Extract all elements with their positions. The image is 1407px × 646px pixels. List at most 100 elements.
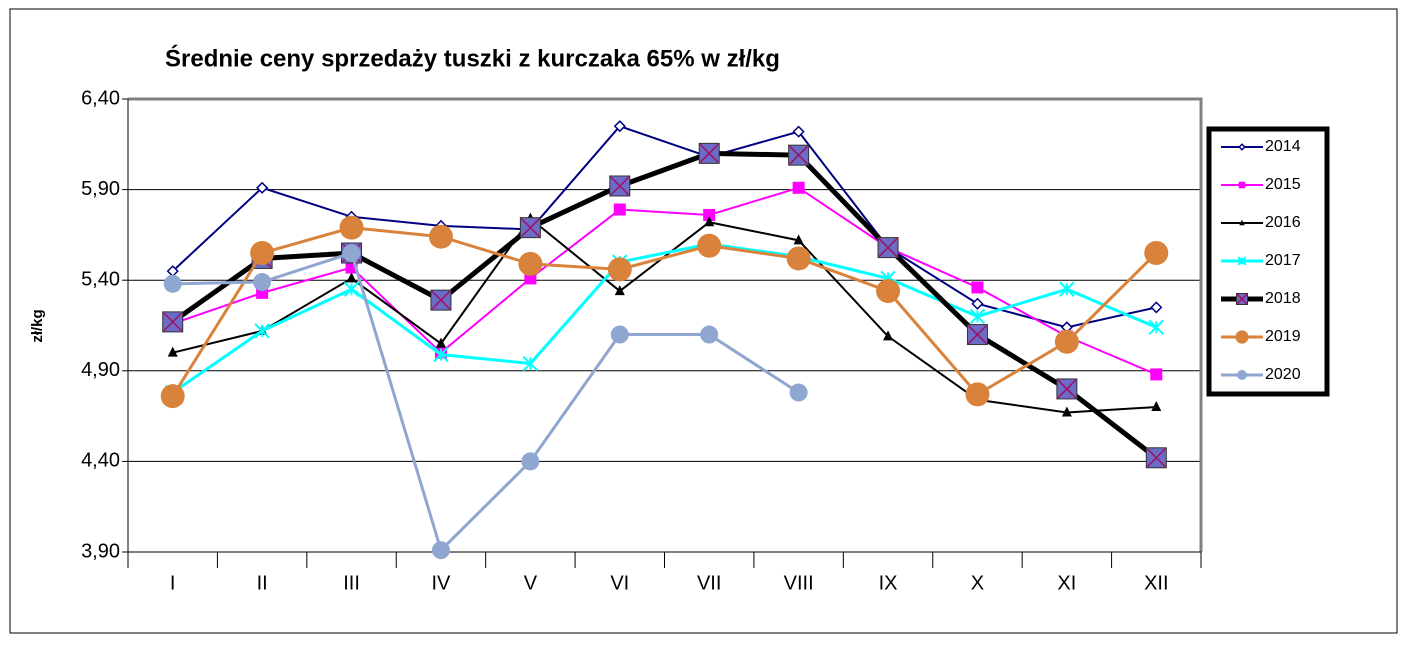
marker-cross [431, 290, 451, 310]
marker [1150, 301, 1163, 314]
marker [167, 346, 178, 357]
x-tick-label: V [524, 572, 538, 594]
marker [700, 325, 719, 344]
marker [428, 224, 453, 249]
marker [253, 273, 272, 292]
marker [607, 257, 632, 282]
series-line [171, 150, 1158, 460]
y-tick-label: 6,40 [81, 87, 120, 109]
marker [971, 281, 984, 294]
marker [697, 233, 722, 258]
marker [435, 337, 446, 348]
marker [792, 125, 805, 138]
marker [792, 181, 805, 194]
marker [254, 323, 270, 339]
marker [522, 355, 539, 372]
marker [883, 330, 894, 341]
series-line [172, 125, 1157, 329]
marker-cross [699, 143, 719, 163]
marker [433, 346, 449, 363]
plot-border [128, 97, 1203, 552]
chart-title: Średnie ceny sprzedaży tuszki z kurczaka… [165, 44, 780, 72]
marker [256, 181, 269, 194]
marker [250, 241, 275, 266]
marker [613, 203, 626, 216]
marker [430, 289, 452, 311]
marker [1145, 447, 1167, 469]
marker [163, 274, 182, 293]
marker [339, 215, 364, 240]
marker [786, 246, 811, 271]
marker [521, 452, 540, 471]
y-tick-label: 4,90 [81, 359, 120, 381]
marker [971, 297, 984, 310]
chart-frame [9, 8, 1398, 634]
marker [609, 175, 631, 197]
x-tick-label: IX [879, 572, 898, 594]
marker-cross [789, 145, 809, 165]
marker [1144, 241, 1169, 266]
marker-cross [1236, 293, 1248, 305]
marker [1237, 370, 1247, 380]
marker [876, 279, 901, 304]
marker [519, 217, 541, 239]
marker [1239, 219, 1245, 226]
legend-label: 2017 [1265, 252, 1301, 269]
marker [613, 120, 626, 133]
x-tick-label: XI [1057, 572, 1076, 594]
legend-label: 2014 [1265, 138, 1301, 155]
legend-label: 2016 [1265, 214, 1301, 231]
y-tick-label: 5,40 [81, 268, 120, 290]
series-line [172, 186, 1157, 376]
x-tick-label: VI [610, 572, 629, 594]
marker [1150, 368, 1163, 381]
series-line [172, 251, 800, 554]
marker [788, 144, 810, 166]
marker [966, 324, 988, 346]
marker [518, 251, 543, 276]
x-tick-label: IV [432, 572, 452, 594]
marker [703, 208, 716, 221]
x-tick-label: X [971, 572, 984, 594]
x-tick-label: I [170, 572, 176, 594]
marker-cross [967, 325, 987, 345]
marker [610, 325, 629, 344]
marker [1238, 181, 1246, 189]
marker [1054, 329, 1079, 354]
marker [162, 311, 184, 333]
marker [793, 234, 804, 245]
series-line [171, 226, 1158, 397]
series-line [171, 242, 1157, 394]
marker [1148, 319, 1164, 336]
marker-cross [163, 312, 183, 332]
marker [1056, 378, 1078, 400]
marker [1238, 143, 1246, 151]
y-tick-label: 5,90 [81, 178, 120, 200]
y-axis-label: zł/kg [29, 309, 46, 342]
marker [614, 285, 625, 296]
marker [704, 216, 715, 227]
x-tick-label: III [343, 572, 360, 594]
marker [346, 272, 357, 283]
marker [342, 244, 361, 263]
marker [965, 382, 990, 407]
marker [969, 308, 986, 325]
legend-label: 2020 [1265, 366, 1301, 383]
legend-label: 2015 [1265, 176, 1301, 193]
marker [789, 383, 808, 402]
marker-cross [878, 238, 898, 258]
x-tick-label: VII [697, 572, 721, 594]
marker-cross [1057, 379, 1077, 399]
legend-label: 2018 [1265, 290, 1301, 307]
y-tick-label: 4,40 [81, 450, 120, 472]
marker-cross [520, 218, 540, 238]
marker [1236, 293, 1248, 305]
x-tick-label: XII [1144, 572, 1168, 594]
x-tick-label: II [257, 572, 268, 594]
legend-label: 2019 [1265, 328, 1301, 345]
marker [1237, 256, 1247, 266]
y-tick-label: 3,90 [81, 540, 120, 562]
marker [1151, 401, 1162, 412]
marker [343, 281, 360, 297]
